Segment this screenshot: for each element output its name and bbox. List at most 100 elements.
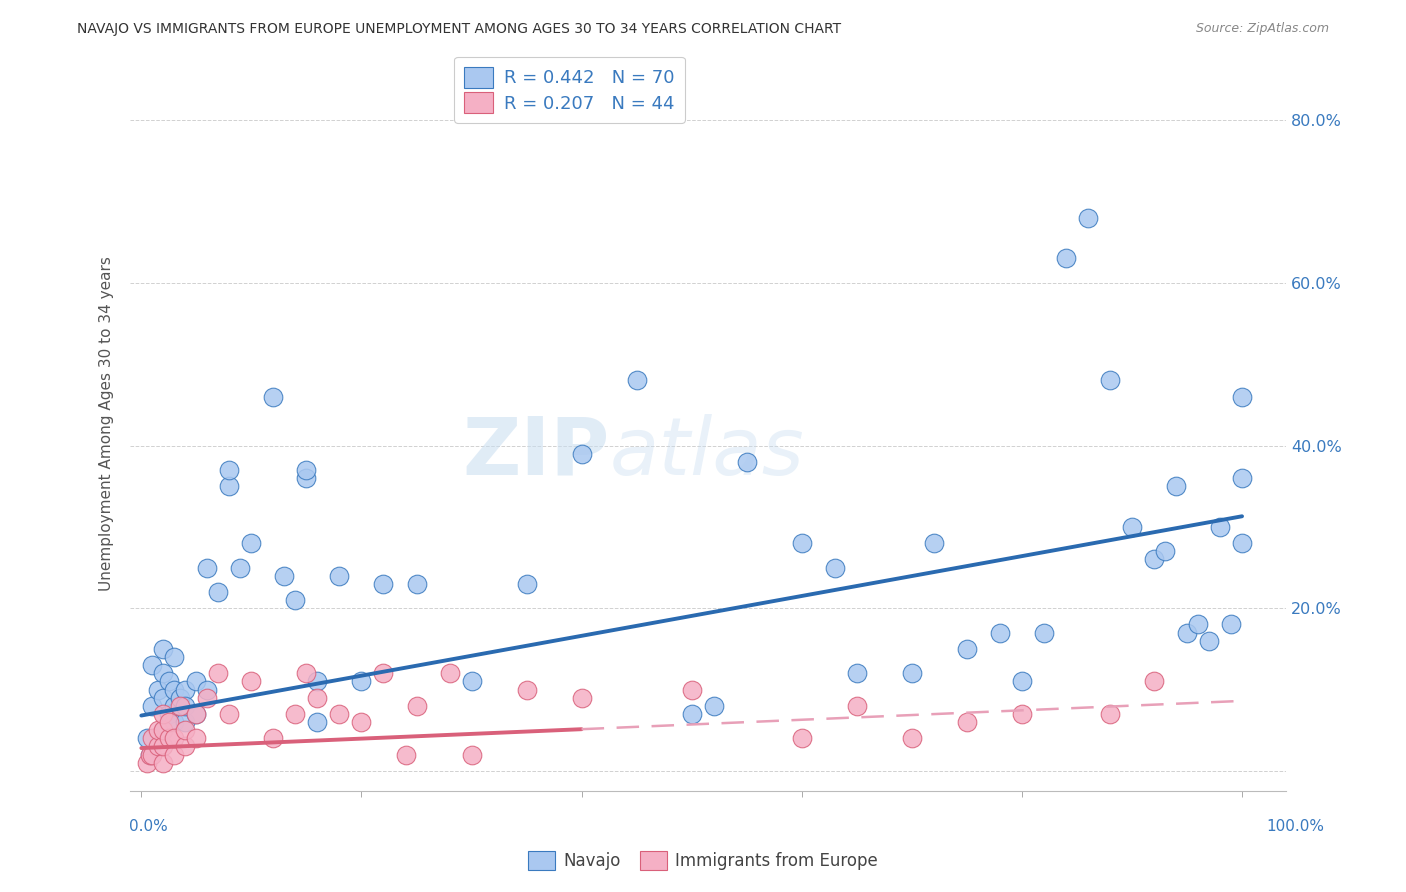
Point [1121,520,1143,534]
Point [1098,706,1121,721]
Point [956,641,979,656]
Point [273,568,295,582]
Point [405,576,427,591]
Point [207,666,229,681]
Point [157,731,180,746]
Point [571,690,593,705]
Point [373,576,395,591]
Point [845,666,868,681]
Point [174,698,197,713]
Point [262,390,284,404]
Point [790,536,813,550]
Point [626,374,648,388]
Point [195,560,218,574]
Point [350,714,373,729]
Point [1209,520,1232,534]
Point [139,747,162,762]
Point [163,714,186,729]
Point [1230,536,1253,550]
Point [240,674,263,689]
Point [163,698,186,713]
Point [1077,211,1099,225]
Point [141,747,163,762]
Point [141,698,163,713]
Point [186,706,208,721]
Point [163,731,186,746]
Point [1032,625,1054,640]
Point [1054,252,1077,266]
Point [1154,544,1177,558]
Point [307,714,329,729]
Point [328,568,350,582]
Point [681,706,703,721]
Point [195,682,218,697]
Point [195,690,218,705]
Point [1143,674,1166,689]
Point [295,463,318,477]
Point [152,666,174,681]
Point [1220,617,1243,632]
Point [394,747,416,762]
Point [439,666,461,681]
Point [460,747,482,762]
Point [307,674,329,689]
Point [284,593,307,607]
Point [516,682,538,697]
Point [174,739,197,754]
Point [1187,617,1209,632]
Point [163,747,186,762]
Point [1175,625,1198,640]
Point [163,682,186,697]
Point [218,463,240,477]
Point [262,731,284,746]
Y-axis label: Unemployment Among Ages 30 to 34 years: Unemployment Among Ages 30 to 34 years [100,256,114,591]
Point [174,682,197,697]
Point [1164,479,1187,493]
Point [405,698,427,713]
Point [901,731,924,746]
Point [824,560,846,574]
Point [956,714,979,729]
Point [229,560,252,574]
Point [152,739,174,754]
Point [141,731,163,746]
Point [152,641,174,656]
Point [845,698,868,713]
Point [157,706,180,721]
Point [146,682,169,697]
Point [174,714,197,729]
Point [139,747,162,762]
Point [922,536,945,550]
Point [186,674,208,689]
Point [207,585,229,599]
Point [328,706,350,721]
Point [152,706,174,721]
Point [1098,374,1121,388]
Point [186,706,208,721]
Point [163,650,186,665]
Point [152,723,174,738]
Legend: Navajo, Immigrants from Europe: Navajo, Immigrants from Europe [522,844,884,877]
Point [516,576,538,591]
Text: ZIP: ZIP [463,414,610,491]
Point [295,471,318,485]
Point [152,756,174,770]
Point [1143,552,1166,566]
Point [146,739,169,754]
Point [1230,471,1253,485]
Point [152,723,174,738]
Legend: R = 0.442   N = 70, R = 0.207   N = 44: R = 0.442 N = 70, R = 0.207 N = 44 [454,57,685,123]
Point [169,698,191,713]
Point [1230,390,1253,404]
Point [1198,633,1220,648]
Point [157,674,180,689]
Point [174,723,197,738]
Point [218,706,240,721]
Text: Source: ZipAtlas.com: Source: ZipAtlas.com [1195,22,1329,36]
Point [295,666,318,681]
Point [901,666,924,681]
Point [240,536,263,550]
Point [703,698,725,713]
Point [988,625,1011,640]
Point [135,756,157,770]
